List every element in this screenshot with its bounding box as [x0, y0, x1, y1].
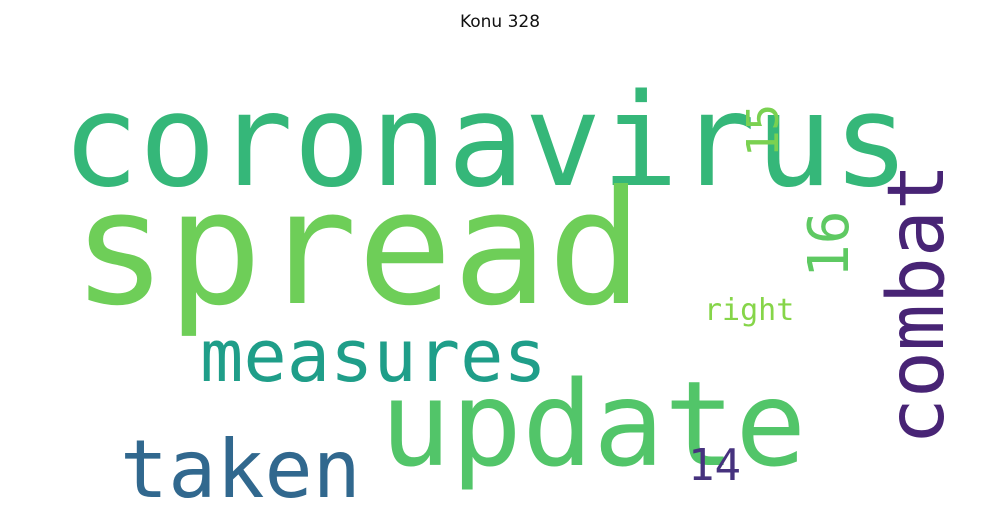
- word-spread: spread: [72, 157, 643, 341]
- word-coronavirus: coronavirus: [62, 67, 910, 216]
- word-15: 15: [738, 104, 789, 157]
- chart-title: Konu 328: [459, 12, 541, 32]
- word-right: right: [704, 293, 795, 328]
- word-cloud: coronavirus spread measures update taken…: [60, 40, 962, 510]
- word-update: update: [380, 355, 807, 493]
- word-measures: measures: [200, 314, 547, 398]
- word-combat: combat: [872, 163, 962, 445]
- word-taken: taken: [120, 423, 361, 516]
- word-16: 16: [797, 210, 862, 278]
- word-14: 14: [688, 440, 741, 491]
